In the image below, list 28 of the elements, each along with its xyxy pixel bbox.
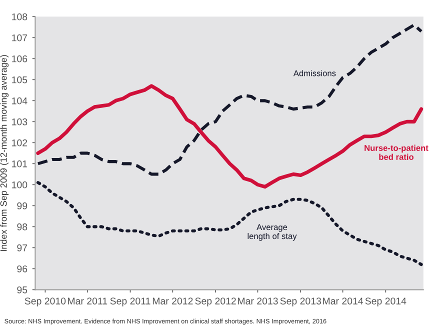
y-tick-label: 100 bbox=[12, 181, 28, 188]
y-tick-label: 103 bbox=[12, 118, 28, 126]
y-tick-label: 102 bbox=[12, 139, 28, 146]
series-label: Average length of stay bbox=[248, 224, 297, 241]
y-tick-label: 106 bbox=[12, 55, 28, 62]
x-tick-label: Sep 2013 bbox=[280, 298, 321, 306]
y-tick-label: 96 bbox=[17, 265, 28, 272]
line-series bbox=[36, 181, 423, 266]
y-tick-label: 99 bbox=[17, 202, 28, 210]
x-tick-label: Sep 2014 bbox=[365, 298, 406, 306]
series-label: Nurse-to-patient bed ratio bbox=[364, 144, 428, 160]
series-label: Admissions bbox=[293, 70, 336, 76]
x-tick-label: Sep 2010 bbox=[24, 298, 66, 306]
y-tick-label: 101 bbox=[12, 160, 28, 168]
x-tick-label: Sep 2012 bbox=[195, 298, 236, 306]
y-tick-label: 98 bbox=[17, 223, 28, 230]
y-tick-label: 105 bbox=[12, 76, 28, 84]
y-tick-label: 108 bbox=[12, 13, 28, 20]
x-tick-label: Mar 2011 bbox=[68, 298, 108, 304]
x-tick-label: Sep 2011 bbox=[110, 298, 150, 306]
x-tick-label: Mar 2012 bbox=[152, 298, 193, 304]
y-tick-label: 97 bbox=[17, 244, 28, 252]
x-tick-label: Mar 2014 bbox=[323, 298, 364, 304]
y-axis-title: Index from Sep 2009 (12-month moving average) bbox=[0, 55, 9, 251]
y-tick-label: 95 bbox=[17, 286, 28, 294]
x-tick-label: Mar 2013 bbox=[238, 298, 278, 304]
y-tick-label: 107 bbox=[12, 34, 28, 42]
y-tick-label: 104 bbox=[12, 97, 28, 104]
